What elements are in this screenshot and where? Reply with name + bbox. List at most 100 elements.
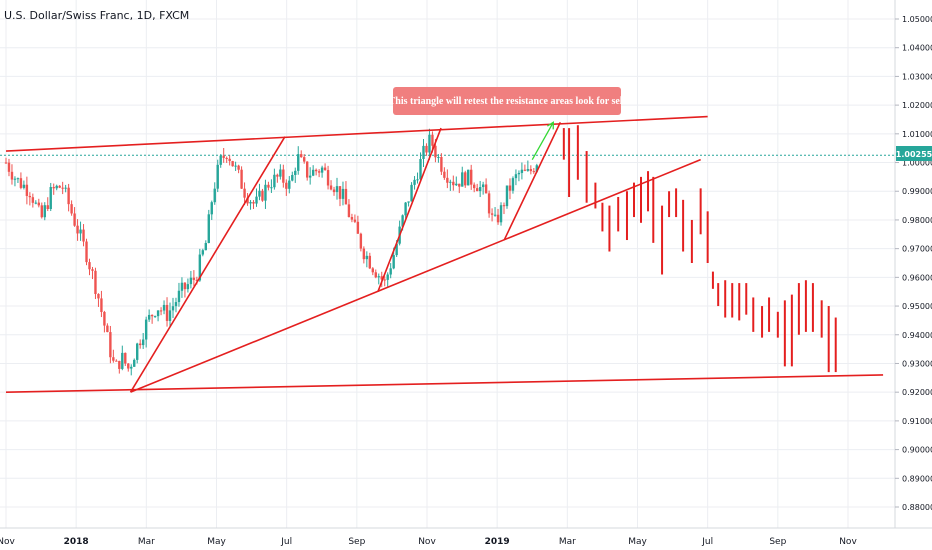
annotation-callout[interactable]: This triangle will retest the resistance… (389, 87, 626, 115)
candle-body (118, 360, 121, 369)
candle-body (237, 165, 240, 170)
trendline (5, 115, 708, 152)
price-tick-label: 1.01000 (902, 130, 932, 139)
candle-body (115, 360, 118, 362)
last-price-label: 1.00255 (896, 150, 932, 159)
candle-body (407, 201, 410, 203)
candle-body (147, 314, 151, 320)
candle-body (311, 169, 315, 176)
candle-body (13, 178, 17, 180)
candle-body (410, 184, 413, 202)
candle-body (100, 298, 103, 312)
candle-body (94, 270, 97, 294)
candle-body (216, 164, 219, 189)
candle-body (455, 183, 458, 186)
candle-body (401, 215, 404, 227)
candle-body (475, 188, 479, 192)
price-tick-label: 0.92000 (902, 388, 932, 397)
candle-body (356, 221, 360, 234)
candle-body (243, 188, 246, 198)
candle-body (332, 189, 336, 193)
candle-body (22, 184, 26, 188)
time-tick-label: Nov (418, 537, 436, 547)
candle-body (416, 179, 419, 181)
candle-body (335, 186, 339, 193)
candle-body (499, 205, 503, 223)
time-tick-label: Jul (280, 537, 292, 547)
candle-body (228, 158, 231, 162)
candle-body (130, 366, 133, 369)
annotation-text: This triangle will retest the resistance… (389, 96, 626, 107)
time-tick-label: Sep (348, 537, 365, 547)
candle-body (70, 204, 73, 214)
candle-body (294, 170, 297, 175)
time-tick-label: 2018 (64, 537, 89, 547)
arrow-head (547, 121, 554, 130)
candle-body (121, 352, 124, 369)
candle-body (267, 184, 270, 188)
candle-body (34, 202, 38, 204)
symbol-legend: U.S. Dollar/Swiss Franc, 1D, FXCM (4, 9, 190, 22)
candle-body (338, 186, 342, 199)
candle-body (529, 169, 533, 172)
candle-body (422, 145, 425, 159)
candle-body (141, 339, 145, 346)
candle-body (449, 181, 452, 183)
trendline (503, 121, 562, 241)
candle-body (374, 272, 377, 278)
candle-body (192, 277, 196, 280)
arrow-shaft (531, 122, 554, 160)
candle-body (297, 154, 300, 171)
candle-body (273, 174, 276, 188)
time-axis[interactable]: Nov 2018 Mar May Jul Sep Nov 2019 Mar May Jul Sep No… (0, 537, 857, 547)
candle-body (404, 202, 407, 216)
candle-body (505, 185, 509, 207)
candle-body (508, 185, 512, 191)
candle-body (502, 205, 506, 207)
trendline (129, 136, 286, 393)
candle-body (470, 169, 473, 185)
candle-body (511, 178, 515, 191)
candle-body (377, 276, 380, 278)
candle-body (434, 145, 437, 158)
price-tick-label: 1.05000 (902, 15, 932, 24)
candle-body (213, 188, 216, 203)
time-tick-label: Jul (701, 537, 713, 547)
candle-body (37, 202, 41, 206)
candle-body (219, 155, 222, 165)
candle-body (326, 170, 330, 186)
candle-body (207, 214, 210, 244)
candle-body (443, 171, 446, 178)
candle-body (532, 171, 536, 173)
candle-body (490, 213, 494, 215)
candle-body (61, 187, 64, 189)
trendline-drawings[interactable] (5, 115, 884, 393)
candle-body (40, 205, 43, 218)
candle-body (49, 187, 52, 210)
candle-body (419, 158, 422, 180)
candle-body (300, 154, 303, 158)
candle-body (261, 190, 264, 201)
candle-body (458, 183, 461, 187)
candle-body (55, 185, 58, 189)
price-axis[interactable]: 1.05000 1.04000 1.03000 1.02000 1.01000 1.000… (895, 15, 932, 512)
candle-body (10, 171, 14, 180)
candle-body (329, 185, 333, 190)
candle-body (189, 277, 193, 285)
candle-body (19, 178, 23, 188)
candle-body (136, 343, 139, 360)
candle-body (413, 179, 416, 185)
candle-body (270, 187, 273, 189)
candle-body (425, 145, 428, 153)
price-tick-label: 0.94000 (902, 331, 932, 340)
last-price-badge: 1.00255 (896, 146, 932, 161)
candle-body (317, 171, 321, 173)
price-tick-label: 0.96000 (902, 273, 932, 282)
projection-arrow (531, 121, 554, 160)
candle-body (225, 157, 228, 159)
candle-body (303, 157, 306, 162)
candle-body (156, 310, 160, 317)
candle-body (371, 268, 374, 273)
time-tick-label: Sep (769, 537, 786, 547)
